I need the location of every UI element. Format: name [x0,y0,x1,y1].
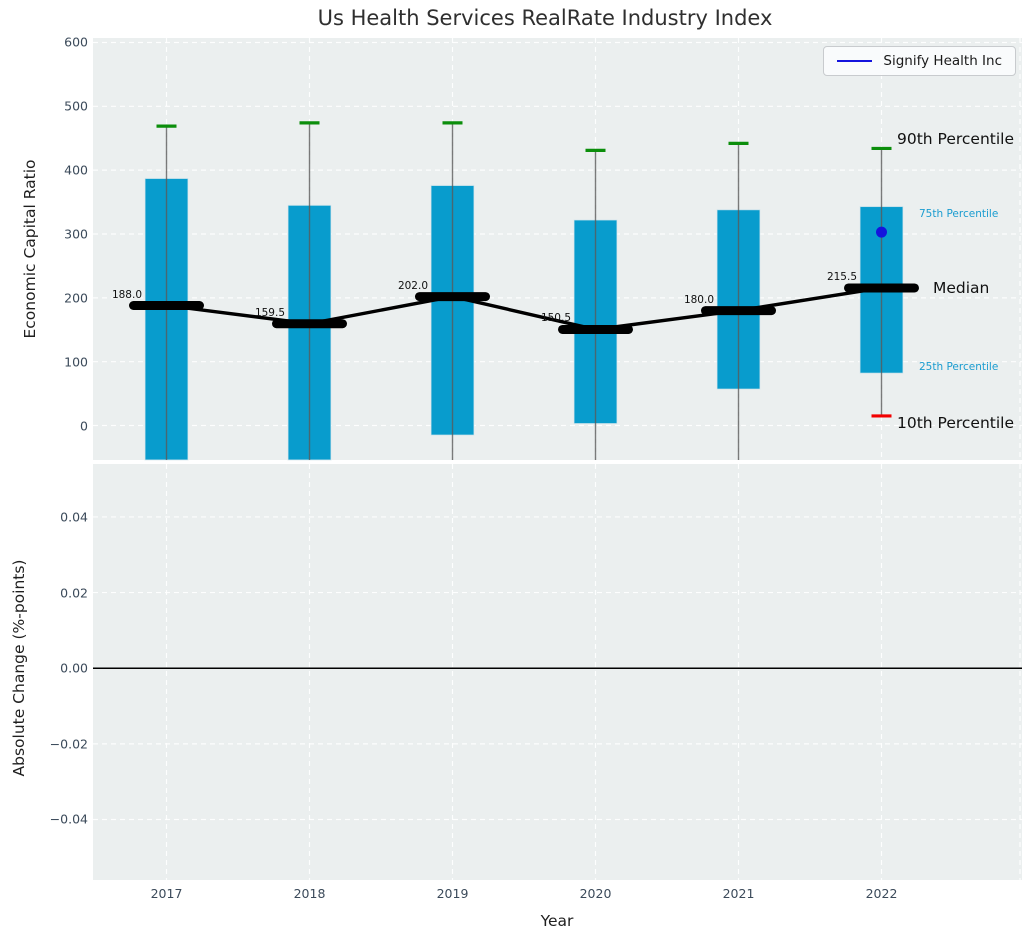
annotation-90th-percentile: 90th Percentile [897,130,1014,148]
median-value-label-2022: 215.5 [827,271,857,283]
legend-line-swatch [837,60,872,62]
ytick-label-change: 0.04 [60,509,88,524]
median-value-label-2017: 188.0 [112,289,142,301]
ytick-label-change: −0.02 [50,736,88,751]
median-value-label-2019: 202.0 [398,280,428,292]
xtick-label-year: 2020 [580,886,612,901]
xtick-label-year: 2019 [437,886,469,901]
year-axis-label: Year [541,912,574,930]
ytick-label-change: −0.04 [50,812,88,827]
ytick-label-ecr: 300 [64,226,88,241]
ytick-label-ecr: 100 [64,354,88,369]
median-value-label-2020: 150.5 [541,312,571,324]
xtick-label-year: 2017 [151,886,183,901]
annotation-75th-percentile: 75th Percentile [919,208,998,220]
median-value-label-2021: 180.0 [684,294,714,306]
ytick-label-ecr: 600 [64,35,88,50]
ytick-label-change: 0.00 [60,661,88,676]
legend: Signify Health Inc [823,46,1016,76]
annotation-median: Median [933,279,989,297]
median-value-label-2018: 159.5 [255,307,285,319]
ytick-label-ecr: 200 [64,290,88,305]
chart-title: Us Health Services RealRate Industry Ind… [318,6,773,30]
xtick-label-year: 2022 [866,886,898,901]
annotation-25th-percentile: 25th Percentile [919,361,998,373]
change-axis-label: Absolute Change (%-points) [10,560,28,777]
ecr-axis-label: Economic Capital Ratio [21,159,39,338]
annotation-10th-percentile: 10th Percentile [897,414,1014,432]
ytick-label-change: 0.02 [60,585,88,600]
chart-canvas [0,0,1034,942]
ytick-label-ecr: 500 [64,99,88,114]
figure: Us Health Services RealRate Industry Ind… [0,0,1034,942]
company-point [876,227,887,238]
ytick-label-ecr: 400 [64,163,88,178]
ytick-label-ecr: 0 [80,418,88,433]
xtick-label-year: 2021 [723,886,755,901]
legend-label: Signify Health Inc [883,53,1002,69]
xtick-label-year: 2018 [294,886,326,901]
